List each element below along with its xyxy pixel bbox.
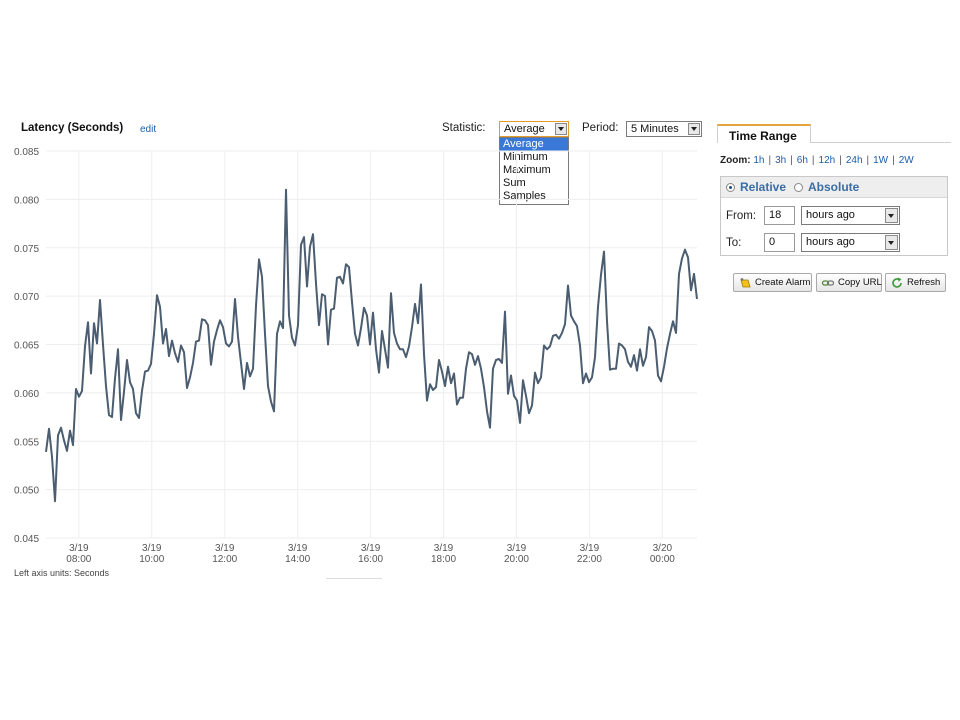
- x-tick-date: 3/19: [507, 543, 527, 554]
- x-tick-time: 12:00: [212, 554, 237, 565]
- x-tick-time: 16:00: [358, 554, 383, 565]
- x-tick-time: 10:00: [139, 554, 164, 565]
- tab-time-range[interactable]: Time Range: [717, 124, 811, 143]
- to-input[interactable]: 0: [764, 233, 795, 252]
- copy-url-label: Copy URL: [838, 277, 882, 288]
- x-tick-time: 20:00: [504, 554, 529, 565]
- to-unit-select[interactable]: hours ago: [801, 233, 900, 252]
- x-tick-time: 18:00: [431, 554, 456, 565]
- create-alarm-label: Create Alarm: [755, 277, 811, 288]
- latency-chart: 0.085 0.080 0.075 0.070 0.065 0.060 0.055 0.050…: [14, 147, 698, 565]
- zoom-1w[interactable]: 1W: [873, 155, 889, 166]
- zoom-3h[interactable]: 3h: [775, 155, 787, 166]
- y-tick-label: 0.070: [14, 292, 39, 303]
- from-label: From:: [726, 210, 757, 222]
- to-input-value: 0: [769, 236, 776, 248]
- y-tick-label: 0.085: [14, 147, 39, 158]
- tab-divider: [811, 142, 951, 143]
- zoom-2w[interactable]: 2W: [898, 155, 914, 166]
- chevron-down-icon[interactable]: [885, 208, 898, 223]
- x-tick-time: 14:00: [285, 554, 310, 565]
- chevron-down-icon[interactable]: [555, 123, 567, 135]
- statistic-option-sum[interactable]: Sum: [503, 177, 526, 189]
- statistic-option-average[interactable]: Average: [500, 138, 568, 151]
- y-tick-label: 0.080: [14, 195, 39, 206]
- from-unit-value: hours ago: [806, 209, 855, 221]
- x-tick-date: 3/19: [142, 543, 162, 554]
- x-tick-date: 3/19: [288, 543, 308, 554]
- relative-radio[interactable]: [726, 183, 735, 192]
- x-tick-date: 3/19: [69, 543, 89, 554]
- chart-scroll-handle[interactable]: [326, 578, 382, 579]
- absolute-label[interactable]: Absolute: [808, 180, 860, 194]
- refresh-icon: [892, 277, 902, 288]
- x-tick-date: 3/19: [361, 543, 381, 554]
- x-tick-time: 08:00: [66, 554, 91, 565]
- x-tick-time: 22:00: [577, 554, 602, 565]
- range-mode-header: [721, 177, 947, 198]
- statistic-select[interactable]: Average: [499, 121, 569, 137]
- zoom-6h[interactable]: 6h: [796, 155, 808, 166]
- left-axis-units-note: Left axis units: Seconds: [14, 568, 110, 578]
- from-input-value: 18: [769, 209, 782, 221]
- refresh-button[interactable]: Refresh: [885, 273, 946, 292]
- x-tick-date: 3/19: [215, 543, 235, 554]
- alarm-bell-icon: [740, 278, 751, 288]
- chart-title: Latency (Seconds): [21, 122, 124, 134]
- chevron-down-icon[interactable]: [885, 235, 898, 250]
- absolute-radio[interactable]: [794, 183, 803, 192]
- chevron-down-icon[interactable]: [688, 123, 700, 135]
- zoom-12h[interactable]: 12h: [818, 155, 836, 166]
- x-tick-date: 3/20: [653, 543, 673, 554]
- y-tick-label: 0.075: [14, 244, 39, 255]
- edit-title-link[interactable]: edit: [140, 124, 157, 135]
- zoom-row: Zoom: 1h | 3h | 6h | 12h | 24h | 1W | 2W: [720, 155, 914, 166]
- y-tick-label: 0.045: [14, 534, 39, 545]
- x-tick-time: 00:00: [650, 554, 675, 565]
- y-tick-label: 0.065: [14, 341, 39, 352]
- tab-time-range-label: Time Range: [729, 129, 797, 143]
- period-select[interactable]: 5 Minutes: [626, 121, 702, 137]
- statistic-option-maximum[interactable]: Maximum: [503, 164, 551, 176]
- copy-url-button[interactable]: Copy URL: [816, 273, 882, 292]
- zoom-24h[interactable]: 24h: [845, 155, 863, 166]
- create-alarm-button[interactable]: Create Alarm: [733, 273, 812, 292]
- zoom-1h[interactable]: 1h: [753, 155, 765, 166]
- statistic-option-minimum[interactable]: Minimum: [503, 151, 548, 163]
- period-label: Period:: [582, 122, 619, 134]
- y-tick-label: 0.060: [14, 389, 39, 400]
- from-unit-select[interactable]: hours ago: [801, 206, 900, 225]
- relative-label[interactable]: Relative: [740, 180, 787, 194]
- from-input[interactable]: 18: [764, 206, 795, 225]
- latency-series-line: [45, 188, 698, 503]
- y-tick-label: 0.050: [14, 486, 39, 497]
- to-label: To:: [726, 237, 742, 249]
- x-tick-date: 3/19: [580, 543, 600, 554]
- statistic-label: Statistic:: [442, 122, 486, 134]
- refresh-label: Refresh: [907, 277, 941, 288]
- to-unit-value: hours ago: [806, 236, 855, 248]
- zoom-label: Zoom:: [720, 155, 751, 166]
- statistic-select-value: Average: [504, 123, 545, 135]
- x-tick-date: 3/19: [434, 543, 454, 554]
- y-tick-label: 0.055: [14, 437, 39, 448]
- link-icon: [822, 280, 834, 286]
- period-select-value: 5 Minutes: [631, 123, 679, 135]
